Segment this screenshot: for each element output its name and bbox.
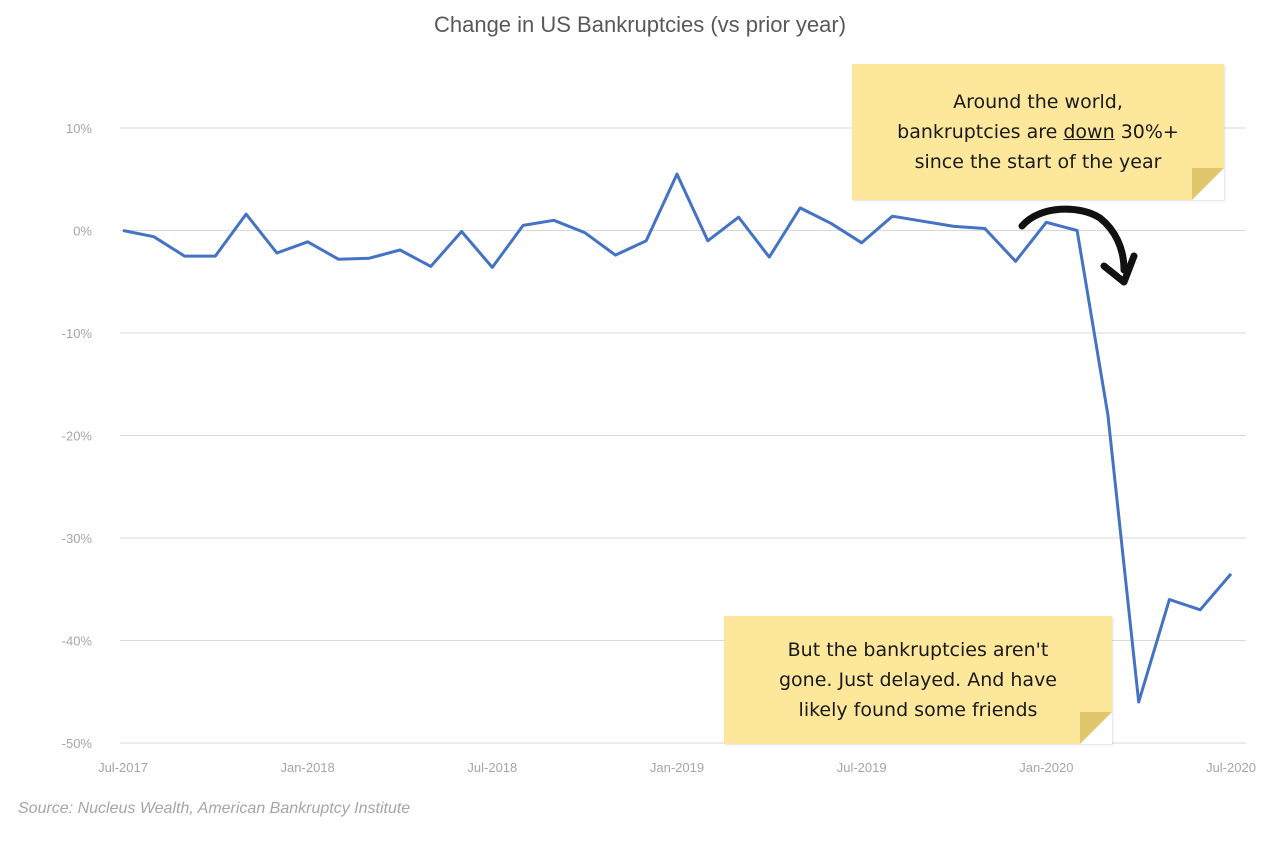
y-tick-label: -40%: [62, 634, 93, 649]
note-bottom-line1: But the bankruptcies aren't: [787, 639, 1049, 661]
y-tick-label: 0%: [73, 224, 92, 239]
curved-arrow-icon: [1018, 205, 1138, 286]
note-top-line2-post: 30%+: [1114, 121, 1179, 143]
annotation-note-bottom: But the bankruptcies aren't gone. Just d…: [724, 616, 1112, 744]
note-bottom-line2: gone. Just delayed. And have: [778, 669, 1058, 691]
x-tick-label: Jan-2018: [281, 760, 335, 775]
page-fold-icon: [1080, 712, 1112, 744]
x-tick-label: Jan-2019: [650, 760, 704, 775]
y-tick-label: -10%: [62, 326, 93, 341]
note-top-line1: Around the world,: [953, 91, 1123, 113]
annotation-note-top: Around the world, bankruptcies are down …: [852, 64, 1224, 200]
y-tick-label: -50%: [62, 736, 93, 751]
x-tick-label: Jul-2020: [1206, 760, 1256, 775]
note-top-line2-pre: bankruptcies are: [897, 121, 1064, 143]
x-tick-label: Jul-2019: [837, 760, 887, 775]
chart-title: Change in US Bankruptcies (vs prior year…: [433, 12, 847, 37]
note-top-line3: since the start of the year: [914, 151, 1162, 173]
note-top-emphasis: down: [1063, 121, 1115, 143]
y-tick-label: -30%: [62, 531, 93, 546]
series-line: [122, 172, 1233, 704]
page-fold-icon: [1192, 168, 1224, 200]
x-axis-ticks: Jul-2017 Jan-2018 Jul-2018 Jan-2019 Jul-2019…: [98, 760, 1256, 775]
x-tick-label: Jul-2017: [98, 760, 148, 775]
y-tick-label: 10%: [66, 121, 92, 136]
y-tick-label: -20%: [62, 429, 93, 444]
note-bottom-line3: likely found some friends: [798, 699, 1038, 721]
series-group: [122, 172, 1233, 704]
note-top-line2: bankruptcies are down 30%+: [897, 117, 1179, 147]
x-tick-label: Jul-2018: [467, 760, 517, 775]
y-axis-ticks: 10% 0% -10% -20% -30% -40% -50%: [62, 121, 93, 751]
x-tick-label: Jan-2020: [1019, 760, 1073, 775]
source-note: Source: Nucleus Wealth, American Bankrup…: [18, 800, 411, 817]
